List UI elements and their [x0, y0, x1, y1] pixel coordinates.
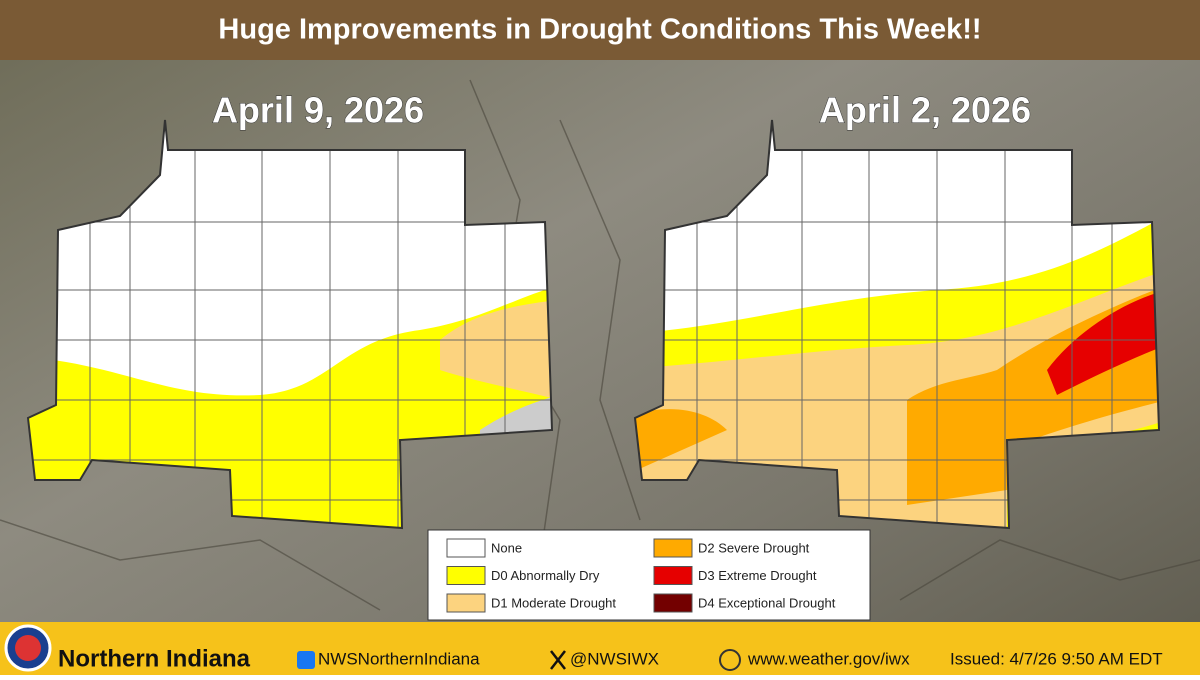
office-name: Northern Indiana — [58, 645, 251, 672]
region — [1047, 290, 1159, 395]
x-handle: @NWSIWX — [570, 649, 659, 668]
legend-label: None — [491, 540, 522, 555]
facebook-icon — [297, 651, 315, 669]
legend-label: D1 Moderate Drought — [491, 595, 616, 610]
region — [440, 300, 552, 400]
legend-swatch — [653, 593, 693, 613]
county-lines — [28, 120, 552, 528]
x-icon — [550, 650, 566, 670]
legend-label: D2 Severe Drought — [698, 540, 810, 555]
legend-label: D3 Extreme Drought — [698, 568, 817, 583]
title: Huge Improvements in Drought Conditions … — [218, 14, 981, 46]
globe-icon — [719, 649, 741, 671]
map-date: April 9, 2026 — [212, 90, 424, 131]
legend-swatch — [446, 566, 486, 585]
legend — [427, 529, 871, 621]
footer — [0, 622, 1200, 675]
facebook-handle: NWSNorthernIndiana — [318, 649, 480, 668]
county-lines — [635, 120, 1159, 528]
legend-swatch — [653, 566, 693, 585]
legend-swatch — [446, 538, 486, 558]
legend-label: D4 Exceptional Drought — [698, 595, 836, 610]
website: www.weather.gov/iwx — [747, 649, 910, 668]
legend-swatch — [446, 593, 486, 613]
legend-label: D0 Abnormally Dry — [491, 568, 600, 583]
issued: Issued: 4/7/26 9:50 AM EDT — [950, 649, 1163, 668]
legend-swatch — [653, 538, 693, 558]
map-date: April 2, 2026 — [819, 90, 1031, 131]
nws-logo-inner — [15, 635, 41, 661]
title-bar — [0, 0, 1200, 60]
cracks — [0, 79, 1200, 611]
